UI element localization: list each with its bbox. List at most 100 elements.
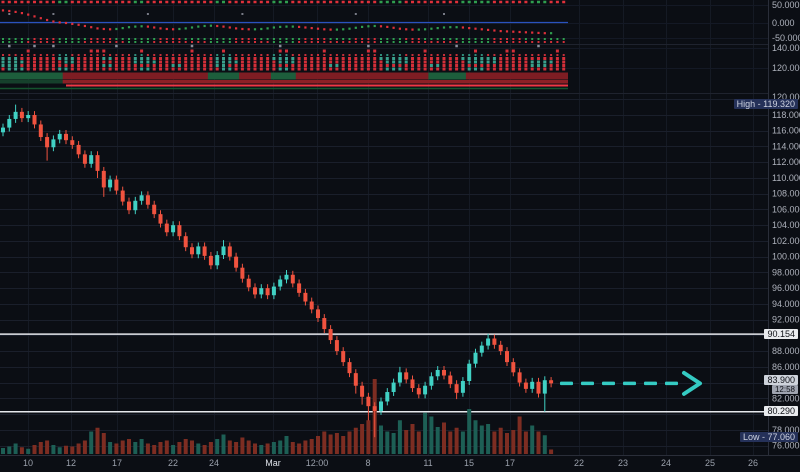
indicator-dot <box>392 60 396 64</box>
indicator-bands <box>0 72 568 84</box>
indicator-dot <box>26 57 30 60</box>
time-tick: 24 <box>209 458 219 468</box>
indicator-dot <box>7 0 11 4</box>
indicator-dot <box>171 64 175 67</box>
candle-body <box>303 292 308 302</box>
indicator-dot <box>361 54 364 56</box>
indicator-lines-layer <box>0 21 568 90</box>
volume-layer <box>1 379 554 454</box>
indicator-dot <box>266 67 270 71</box>
indicator-dot <box>228 67 232 71</box>
candle-body <box>429 376 434 386</box>
indicator-dot <box>480 64 484 67</box>
volume-bar <box>290 442 295 454</box>
arrow-dash[interactable] <box>665 381 678 386</box>
indicator-dot <box>102 57 106 60</box>
indicator-dot <box>70 0 74 4</box>
indicator-dot <box>297 60 301 64</box>
indicator-dot <box>474 41 477 43</box>
indicator-dot <box>555 0 559 4</box>
candle-body <box>448 375 453 385</box>
oscillator-dot <box>253 28 257 31</box>
indicator-dot <box>555 60 559 64</box>
indicator-dot <box>291 0 295 4</box>
indicator-dot <box>436 38 439 40</box>
indicator-dot <box>260 54 263 56</box>
indicator-dot <box>14 64 18 67</box>
price-tick: 96.000 <box>772 283 800 293</box>
indicator-dot <box>266 64 270 67</box>
indicator-dot <box>134 41 137 43</box>
candle-body <box>240 267 245 279</box>
volume-bar <box>498 427 503 454</box>
volume-bar <box>316 436 320 454</box>
indicator-dot <box>39 0 43 4</box>
arrow-dash[interactable] <box>644 381 657 386</box>
volume-bar <box>473 420 478 454</box>
arrow-head[interactable] <box>682 370 702 396</box>
oscillator-dot <box>159 27 162 30</box>
indicator-dot <box>241 41 244 43</box>
indicator-dot <box>102 67 106 71</box>
indicator-dot <box>303 64 307 67</box>
oscillator-dot <box>121 27 124 30</box>
indicator-dot <box>102 38 105 40</box>
candle-body <box>152 204 157 215</box>
indicator-dot <box>254 38 256 40</box>
indicator-dot <box>524 38 527 40</box>
indicator-dot <box>228 54 231 56</box>
arrow-dash[interactable] <box>560 381 573 386</box>
indicator-dot <box>549 60 553 64</box>
indicator-dot <box>190 60 194 64</box>
candle-body <box>391 382 396 393</box>
indicator-dot <box>33 44 36 48</box>
indicator-dot <box>443 54 445 56</box>
indicator-dot <box>322 57 326 60</box>
arrow-dash[interactable] <box>581 381 594 386</box>
price-tick: 102.000 <box>772 236 800 246</box>
oscillator-dot <box>96 27 99 30</box>
oscillator-dot <box>27 13 30 16</box>
price-tick: 108.000 <box>772 189 800 199</box>
indicator-dot <box>140 54 143 56</box>
indicator-dot <box>555 67 559 71</box>
candle-body <box>108 179 113 188</box>
indicator-dot <box>354 54 357 56</box>
oscillator-dot <box>58 21 61 24</box>
indicator-dot <box>203 60 207 64</box>
indicator-dot <box>322 0 326 4</box>
indicator-dot <box>184 54 187 56</box>
indicator-dot <box>322 64 326 67</box>
indicator-dot <box>203 57 207 60</box>
indicator-dot <box>45 60 49 64</box>
volume-bar <box>253 443 257 454</box>
volume-bar <box>70 446 75 454</box>
indicator-dot <box>222 67 225 71</box>
indicator-dot <box>518 60 522 64</box>
indicator-dot <box>266 38 269 40</box>
oscillator-dot <box>348 27 351 30</box>
indicator-dot <box>373 49 377 53</box>
indicator-dot <box>298 38 301 40</box>
indicator-dot <box>329 38 332 40</box>
indicator-dot <box>505 64 509 67</box>
trend-arrow[interactable] <box>560 370 702 396</box>
indicator-dot <box>33 60 36 64</box>
indicator-dot <box>291 38 294 40</box>
indicator-dot <box>341 60 345 64</box>
candle-body <box>530 381 535 389</box>
candle-body <box>322 318 327 330</box>
indicator-dot <box>417 54 420 56</box>
arrow-dash[interactable] <box>602 381 615 386</box>
indicator-dot <box>411 67 414 71</box>
candle-body <box>70 140 75 145</box>
arrow-dash[interactable] <box>623 381 636 386</box>
volume-bar <box>89 431 94 454</box>
candle-body <box>385 392 390 402</box>
oscillator-dot <box>379 25 383 28</box>
indicator-dot <box>423 64 427 67</box>
volume-bar <box>278 440 283 454</box>
indicator-dot <box>96 49 99 53</box>
time-axis[interactable] <box>0 455 800 472</box>
